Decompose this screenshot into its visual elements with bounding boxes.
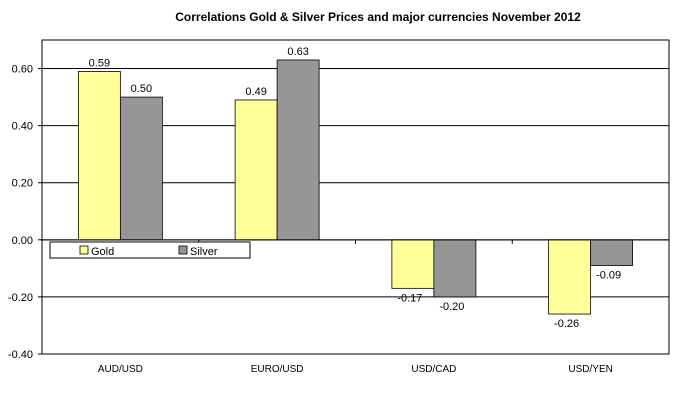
bar-silver-usd-yen (590, 239, 634, 266)
legend-label-silver: Silver (190, 246, 218, 258)
bar-silver-euro-usd (276, 59, 320, 241)
y-tick-label: 0.40 (12, 121, 33, 133)
data-label: -0.09 (596, 270, 621, 282)
legend-label-gold: Gold (91, 246, 114, 258)
data-label: 0.49 (245, 86, 266, 98)
data-label: 0.63 (287, 46, 308, 58)
bars (77, 59, 634, 315)
data-label: -0.17 (397, 292, 422, 304)
y-tick-label: 0.00 (12, 235, 33, 247)
bar-silver-usd-cad (433, 239, 477, 298)
legend: Gold Silver (49, 241, 251, 259)
y-tick-label: 0.60 (12, 64, 33, 76)
legend-swatch-silver (178, 245, 188, 255)
legend-swatch-gold (79, 245, 89, 255)
y-tick-label: -0.40 (8, 349, 33, 361)
data-label: 0.50 (131, 83, 152, 95)
chart-title: Correlations Gold & Silver Prices and ma… (175, 10, 581, 24)
y-tick-label: -0.20 (8, 292, 33, 304)
x-category-label: USD/CAD (411, 364, 456, 375)
data-label: -0.26 (554, 318, 579, 330)
x-category-label: USD/YEN (568, 364, 612, 375)
x-category-label: EURO/USD (251, 364, 304, 375)
bar-gold-usd-yen (548, 239, 592, 315)
bar-gold-aud-usd (77, 71, 121, 241)
y-axis: 0.60 0.40 0.20 0.00 -0.20 -0.40 (8, 64, 42, 361)
y-tick-label: 0.20 (12, 178, 33, 190)
bar-gold-usd-cad (391, 239, 435, 289)
data-labels: 0.59 0.49 -0.17 -0.26 0.50 0.63 -0.20 -0.09 (89, 46, 622, 330)
data-label: 0.59 (89, 57, 110, 69)
bar-gold-euro-usd (234, 99, 278, 241)
legend-box (49, 241, 251, 259)
data-label: -0.20 (439, 301, 464, 313)
x-category-label: AUD/USD (98, 364, 143, 375)
bar-silver-aud-usd (119, 96, 163, 241)
